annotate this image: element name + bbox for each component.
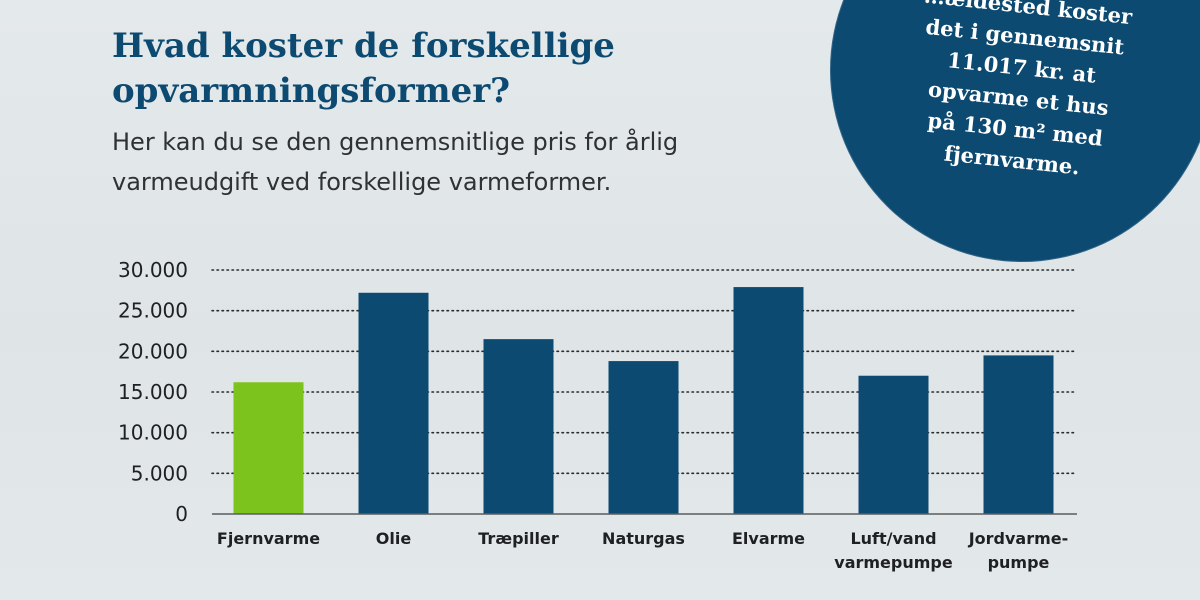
bar — [483, 339, 554, 514]
y-tick-label: 10.000 — [118, 421, 188, 445]
x-tick-label: Olie — [376, 529, 412, 548]
y-tick-label: 25.000 — [118, 299, 188, 323]
bar — [358, 292, 429, 514]
chart-title: Hvad koster de forskellige opvarmningsfo… — [112, 26, 615, 111]
x-tick-label: Fjernvarme — [217, 529, 320, 548]
y-tick-label: 5.000 — [131, 461, 188, 485]
gridlines — [211, 269, 1078, 475]
x-tick-label: Luft/vand varmepumpe — [834, 529, 953, 572]
bar — [233, 382, 304, 514]
x-tick-label: Elvarme — [732, 529, 805, 548]
x-axis-category-labels: Fjernvarme Olie Træpiller Naturgas Elvarme Lu… — [217, 529, 1068, 572]
y-tick-label: 15.000 — [118, 380, 188, 404]
bar — [858, 375, 929, 514]
y-tick-label: 30.000 — [118, 258, 188, 282]
x-tick-label: Naturgas — [602, 529, 685, 548]
chart-subtitle: Her kan du se den gennemsnitlige pris fo… — [112, 128, 679, 196]
y-tick-label: 20.000 — [118, 339, 188, 363]
bar — [733, 287, 804, 514]
x-tick-label: Træpiller — [478, 529, 559, 548]
bars — [233, 287, 1054, 514]
y-axis-tick-labels: 0 5.000 10.000 15.000 20.000 25.000 30.000 — [118, 258, 188, 526]
y-tick-label: 0 — [175, 502, 188, 526]
x-tick-label: Jordvarme-pumpe — [968, 529, 1069, 572]
bar — [608, 361, 679, 514]
bar — [983, 355, 1054, 514]
